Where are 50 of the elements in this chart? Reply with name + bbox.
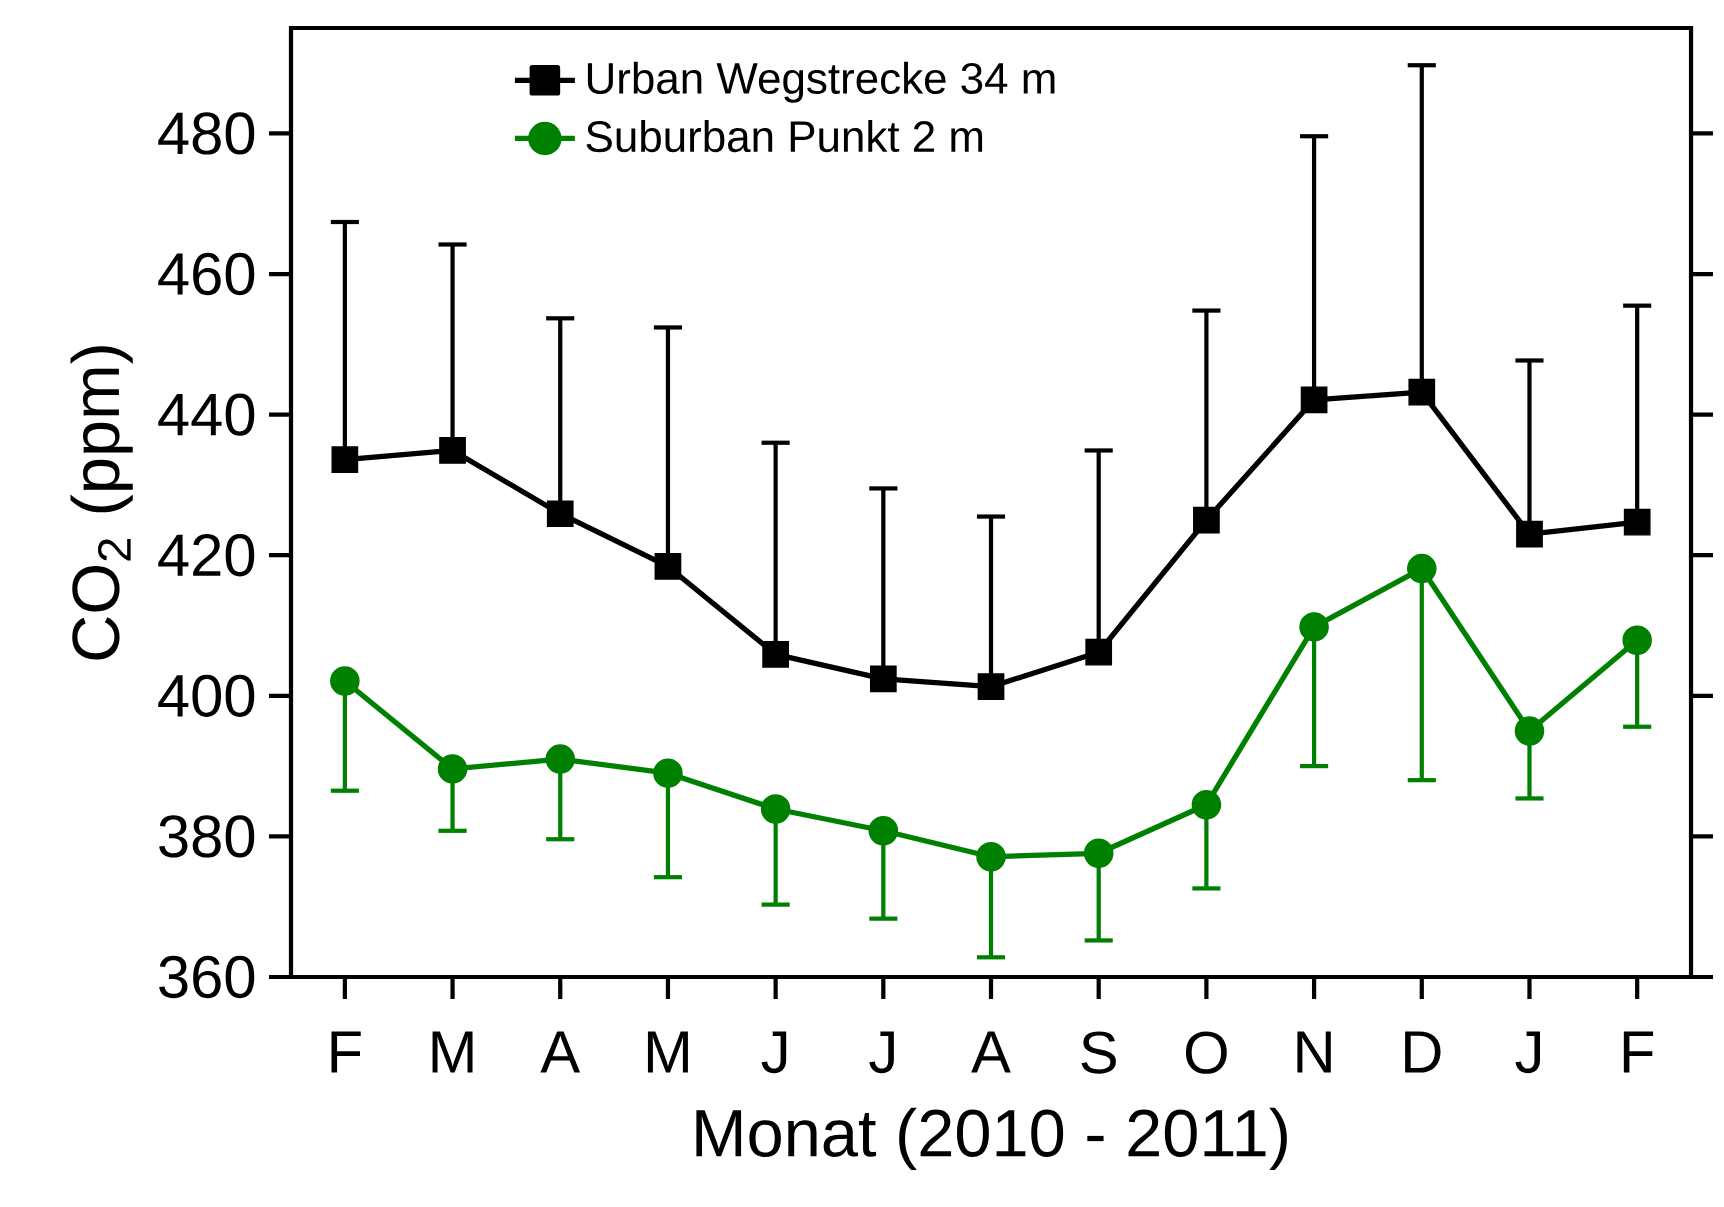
x-tick-label: D [1405,1031,1441,1073]
x-tick-label: F [331,1031,361,1073]
point [868,816,899,846]
y-tick-label: 400 [158,674,255,717]
y-tick-label: 460 [158,252,255,296]
legend-label: Suburban Punkt 2 m [586,119,983,153]
x-axis-title: Monat (2010 - 2011) [696,1107,1287,1171]
y-tick-label: 420 [158,534,255,577]
point [545,744,576,774]
point [546,500,574,528]
y-tick-label: 360 [159,955,255,999]
y-axis-title: CO$_{2}$ (ppm) [70,346,133,660]
point [762,640,789,668]
point [1408,378,1436,406]
point [1516,520,1543,548]
point [977,673,1005,701]
x-tick-label: M [432,1031,473,1073]
x-tick-label: F [1623,1031,1654,1073]
point [1299,612,1329,642]
point [1193,506,1220,534]
x-tick-label: O [1185,1031,1227,1074]
x-tick-label: J [761,1031,787,1074]
x-tick-label: A [971,1031,1011,1073]
point [331,446,359,473]
x-tick-label: S [1081,1031,1116,1074]
point [760,794,791,824]
point [1514,716,1545,746]
x-tick-label: M [647,1031,688,1073]
point [1083,838,1114,869]
point [1085,638,1113,666]
point [1623,508,1651,536]
y-tick-label: 440 [158,393,255,436]
x-tick-label: J [1515,1031,1541,1074]
point [654,553,682,580]
point [439,437,466,464]
point [653,758,683,788]
point [1407,553,1437,584]
point [1300,386,1328,414]
point [437,754,468,784]
point [869,665,897,693]
point [330,666,360,696]
point [976,842,1006,872]
x-tick-label: J [869,1031,894,1074]
legend-label: Urban Wegstrecke 34 m [587,61,1055,103]
point [1191,790,1222,820]
x-tick-label: N [1297,1031,1331,1073]
y-tick-label: 380 [159,815,255,858]
point [1622,625,1652,656]
y-tick-label: 480 [158,112,255,155]
x-tick-label: A [540,1031,581,1073]
